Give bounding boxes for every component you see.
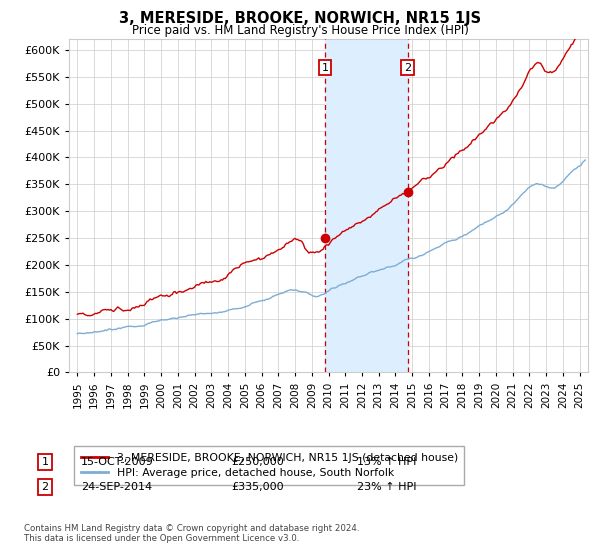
Text: 15-OCT-2009: 15-OCT-2009 [81,457,154,467]
Text: 23% ↑ HPI: 23% ↑ HPI [357,482,416,492]
Text: 2: 2 [41,482,49,492]
Text: 1: 1 [41,457,49,467]
Text: 13% ↑ HPI: 13% ↑ HPI [357,457,416,467]
Text: Contains HM Land Registry data © Crown copyright and database right 2024.
This d: Contains HM Land Registry data © Crown c… [24,524,359,543]
Text: 2: 2 [404,63,411,73]
Legend: 3, MERESIDE, BROOKE, NORWICH, NR15 1JS (detached house), HPI: Average price, det: 3, MERESIDE, BROOKE, NORWICH, NR15 1JS (… [74,446,464,484]
Text: 3, MERESIDE, BROOKE, NORWICH, NR15 1JS: 3, MERESIDE, BROOKE, NORWICH, NR15 1JS [119,11,481,26]
Bar [325,39,407,372]
Text: Price paid vs. HM Land Registry's House Price Index (HPI): Price paid vs. HM Land Registry's House … [131,24,469,36]
Text: 1: 1 [322,63,328,73]
Text: £335,000: £335,000 [231,482,284,492]
Text: 24-SEP-2014: 24-SEP-2014 [81,482,152,492]
Text: £250,000: £250,000 [231,457,284,467]
